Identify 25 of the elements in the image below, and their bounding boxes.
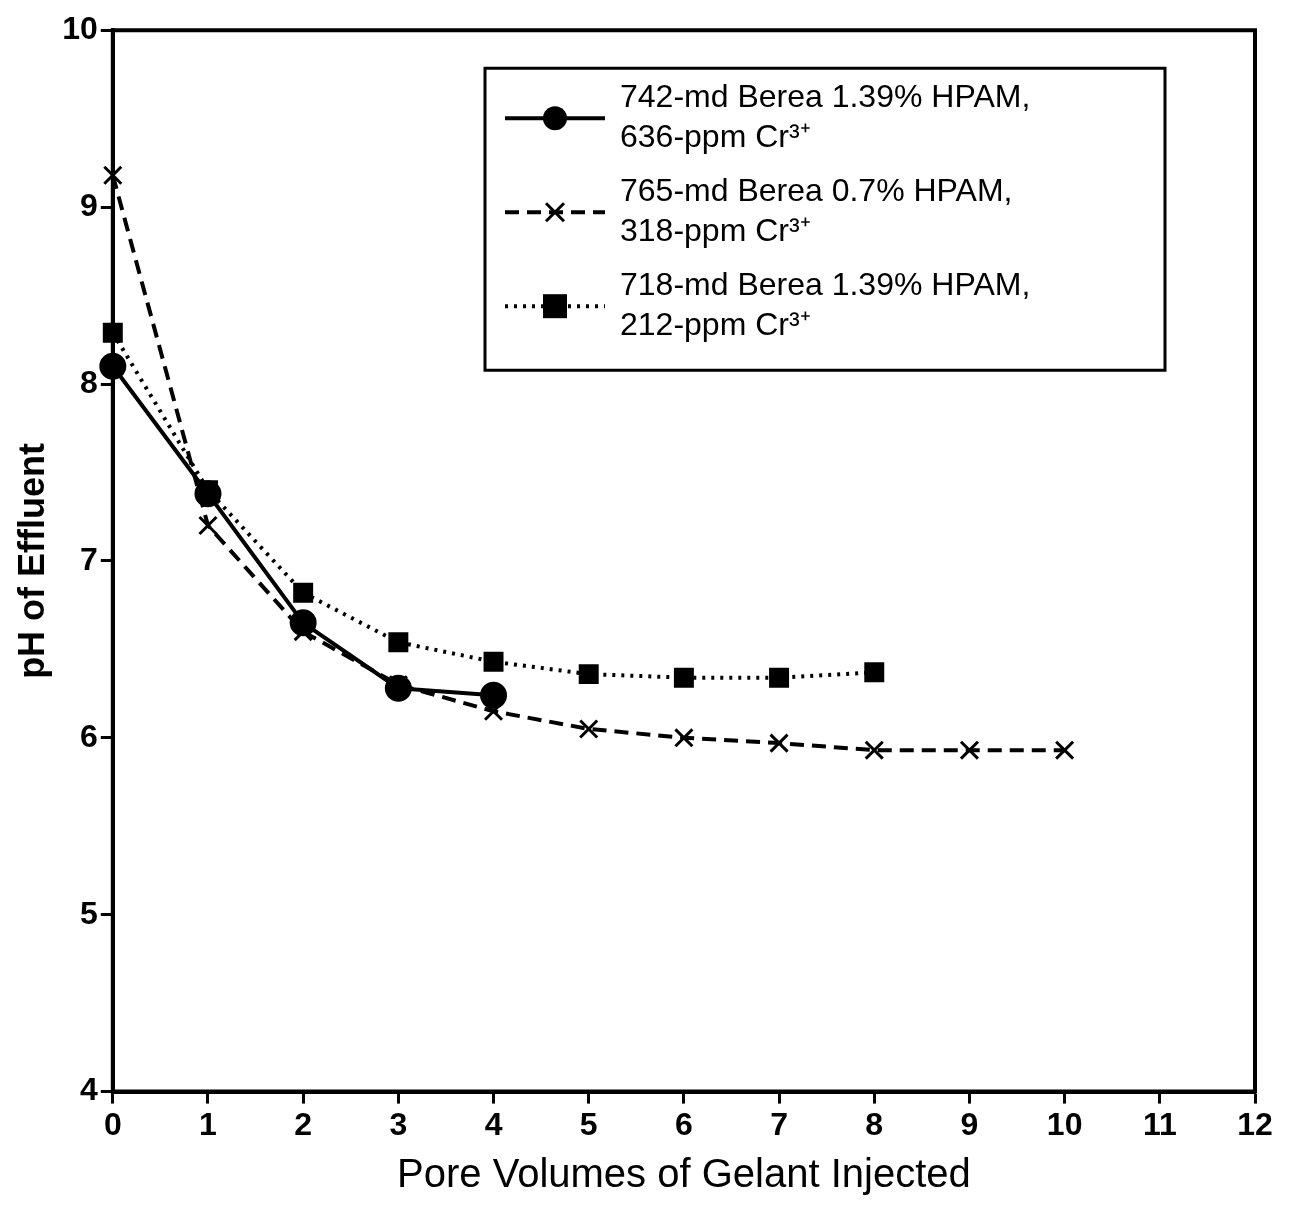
y-tick-label: 4 bbox=[80, 1071, 98, 1108]
x-tick-label: 1 bbox=[199, 1105, 217, 1142]
legend-label: 742-md Berea 1.39% HPAM, 636-ppm Cr³⁺ bbox=[620, 78, 1031, 155]
x-tick-label: 5 bbox=[579, 1105, 598, 1142]
x-tick-label: 6 bbox=[675, 1105, 693, 1142]
y-axis-title: pH of Effluent bbox=[10, 442, 52, 679]
x-tick-label: 2 bbox=[294, 1105, 313, 1142]
y-tick-label: 7 bbox=[80, 540, 98, 577]
legend-label: 718-md Berea 1.39% HPAM, 212-ppm Cr³⁺ bbox=[620, 266, 1031, 343]
y-tick-label: 9 bbox=[80, 186, 98, 223]
y-tick-label: 10 bbox=[62, 10, 98, 47]
legend-label: 765-md Berea 0.7% HPAM, 318-ppm Cr³⁺ bbox=[620, 172, 1013, 249]
x-tick-label: 4 bbox=[484, 1105, 503, 1142]
x-tick-label: 8 bbox=[865, 1105, 884, 1142]
y-tick-label: 6 bbox=[80, 717, 98, 754]
x-tick-label: 10 bbox=[1046, 1105, 1083, 1142]
y-tick-label: 8 bbox=[80, 363, 98, 400]
x-tick-label: 11 bbox=[1142, 1105, 1177, 1142]
x-tick-label: 9 bbox=[960, 1105, 979, 1142]
x-tick-label: 3 bbox=[389, 1105, 408, 1142]
x-axis-title: Pore Volumes of Gelant Injected bbox=[397, 1151, 971, 1196]
x-tick-label: 7 bbox=[770, 1105, 788, 1142]
y-tick-label: 5 bbox=[80, 894, 98, 931]
x-tick-label: 0 bbox=[103, 1105, 122, 1142]
x-tick-label: 12 bbox=[1237, 1105, 1273, 1142]
